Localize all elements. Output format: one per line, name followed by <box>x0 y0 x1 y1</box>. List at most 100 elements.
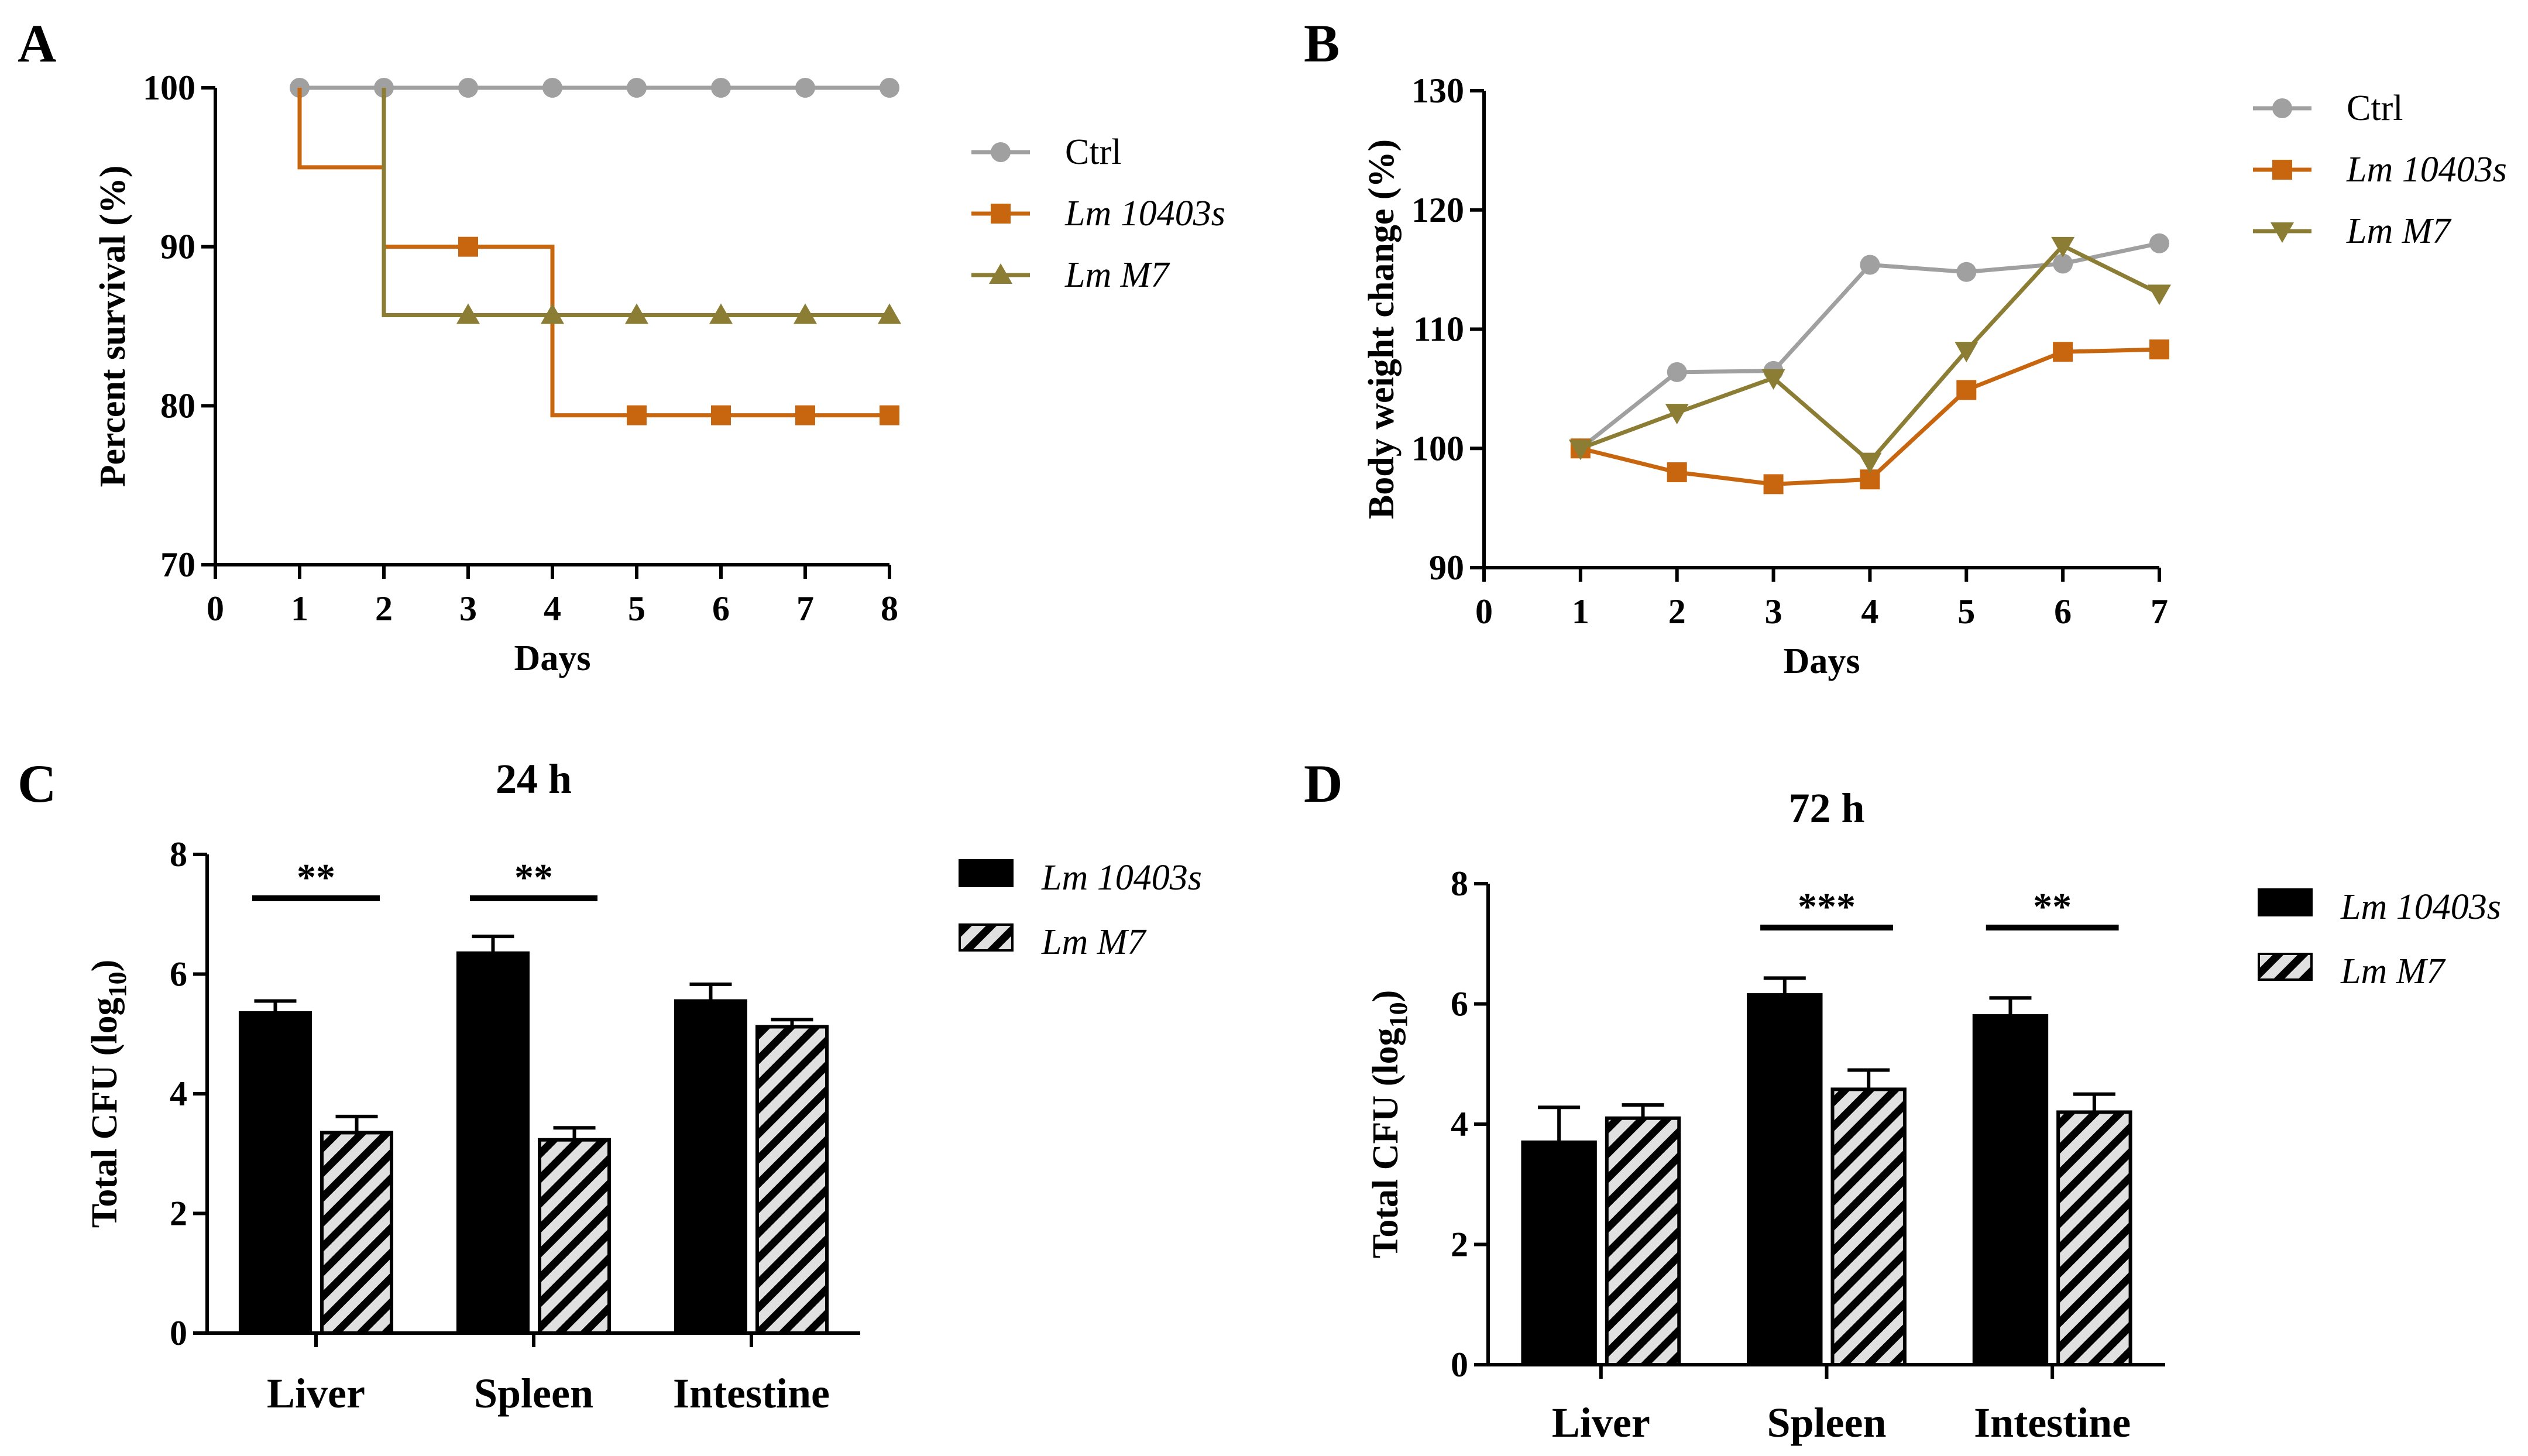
bar-lm-10403s <box>1747 993 1823 1366</box>
data-point <box>1956 262 1977 282</box>
legend-label: Ctrl <box>1065 132 1121 172</box>
legend-marker <box>2271 222 2294 243</box>
x-tick-label: 6 <box>2054 592 2072 631</box>
chart-title: 24 h <box>496 756 572 802</box>
legend-item: Lm M7 <box>959 922 1147 962</box>
legend-marker <box>991 142 1011 162</box>
data-point <box>458 78 478 98</box>
legend-label: Lm 10403s <box>1064 194 1225 233</box>
category-intestine: Intestine <box>1972 996 2132 1446</box>
panel-letter: B <box>1304 13 1339 73</box>
y-tick-label: 80 <box>160 386 195 425</box>
legend-label: Lm 10403s <box>1041 858 1202 898</box>
x-tick-label: 0 <box>207 589 224 628</box>
legend-label: Lm M7 <box>1064 255 1170 295</box>
data-point <box>878 303 901 324</box>
legend-label: Ctrl <box>2347 88 2403 128</box>
x-tick-label: 0 <box>1475 592 1493 631</box>
category-label: Intestine <box>1974 1399 2131 1446</box>
y-tick-label: 4 <box>170 1074 187 1113</box>
x-tick-label: 8 <box>881 589 898 628</box>
y-tick-label: 110 <box>1413 310 1464 349</box>
legend-marker <box>2272 160 2292 180</box>
significance-label: ** <box>297 856 335 899</box>
y-tick-label: 4 <box>1451 1105 1468 1143</box>
x-tick-label: 5 <box>628 589 645 628</box>
y-axis-title: Total CFU (log10) <box>85 960 132 1228</box>
series-lm-m7: Lm M7 <box>1568 211 2452 473</box>
data-point <box>542 78 562 98</box>
data-point <box>711 78 731 98</box>
legend-swatch <box>959 923 1014 952</box>
x-tick-label: 3 <box>1765 592 1782 631</box>
series-ctrl: Ctrl <box>290 78 1121 172</box>
category-label: Spleen <box>474 1370 593 1417</box>
data-point <box>2053 342 2073 362</box>
data-point <box>880 405 899 425</box>
y-tick-label: 100 <box>1411 429 1464 468</box>
x-tick-label: 1 <box>1572 592 1589 631</box>
bar-lm-m7 <box>1830 1087 1907 1367</box>
y-tick-label: 130 <box>1411 71 1464 110</box>
data-point <box>458 236 478 257</box>
data-point <box>1667 362 1687 382</box>
x-tick-label: 4 <box>1861 592 1878 631</box>
x-tick-label: 1 <box>291 589 308 628</box>
legend-label: Lm 10403s <box>2346 150 2507 190</box>
data-point <box>794 303 817 324</box>
panel-letter: A <box>18 13 56 73</box>
panel-b: B 90 100 110 120 130 0 1 2 3 4 5 6 7 Days Body weight c… <box>1304 13 2507 681</box>
data-point <box>541 303 564 324</box>
data-point <box>795 78 815 98</box>
y-axis-title: Total CFU (log10) <box>1366 990 1413 1258</box>
y-tick-label: 0 <box>1451 1345 1468 1384</box>
category-label: Spleen <box>1767 1399 1886 1446</box>
category-label: Liver <box>267 1370 365 1417</box>
series-lm-m7: Lm M7 <box>382 88 1170 324</box>
legend-swatch <box>2258 953 2313 981</box>
legend-label: Lm M7 <box>2346 211 2452 251</box>
data-point <box>795 405 815 425</box>
bar-lm-m7 <box>2056 1110 2132 1366</box>
data-point <box>1665 404 1689 425</box>
data-point <box>1956 380 1977 400</box>
data-point <box>2148 284 2171 305</box>
legend-swatch <box>2258 888 2313 916</box>
panel-letter: C <box>18 754 56 813</box>
chart-title: 72 h <box>1788 785 1864 832</box>
data-point <box>2053 253 2073 274</box>
data-point <box>1568 439 1592 461</box>
category-spleen: Spleen <box>456 935 612 1417</box>
y-tick-label: 8 <box>170 835 187 874</box>
category-liver: Liver <box>1521 1103 1681 1446</box>
y-tick-label: 120 <box>1411 191 1464 229</box>
data-point <box>2051 236 2075 257</box>
data-point <box>1860 255 1880 275</box>
bar-lm-m7 <box>320 1131 394 1335</box>
series-step-line <box>297 88 889 418</box>
legend-label: Lm 10403s <box>2340 887 2501 927</box>
legend-marker <box>989 263 1012 284</box>
panel-letter: D <box>1304 754 1342 813</box>
data-point <box>1761 369 1785 390</box>
category-label: Liver <box>1552 1399 1650 1446</box>
significance-label: *** <box>1798 885 1856 928</box>
data-point <box>711 405 731 425</box>
data-point <box>1763 474 1784 495</box>
legend-marker <box>991 204 1011 224</box>
x-tick-label: 6 <box>712 589 730 628</box>
data-point <box>709 303 733 324</box>
bar-lm-10403s <box>1972 1014 2049 1367</box>
data-point <box>1667 462 1687 482</box>
x-tick-label: 7 <box>796 589 814 628</box>
category-intestine: Intestine <box>673 982 830 1417</box>
legend-swatch <box>959 859 1014 887</box>
significance-label: ** <box>2033 885 2072 928</box>
series-lm-10403s: Lm 10403s <box>297 88 1225 425</box>
data-point <box>1858 452 1882 473</box>
bar-lm-m7 <box>538 1138 612 1335</box>
x-tick-label: 2 <box>375 589 393 628</box>
y-axis-title: Percent survival (%) <box>93 166 133 487</box>
x-axis-title: Days <box>514 638 591 678</box>
series-lm-10403s: Lm 10403s <box>1570 150 2507 495</box>
